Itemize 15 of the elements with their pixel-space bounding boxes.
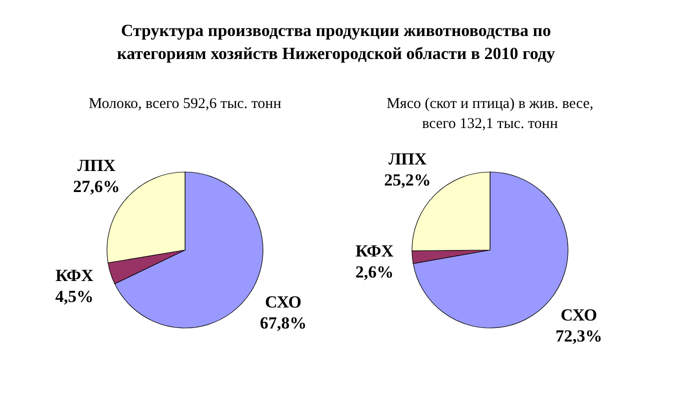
slice-label: КФХ [356,242,394,261]
slice-label: СХО [264,292,302,312]
data-label: 25,2% [384,170,431,190]
slice-label: ЛПХ [388,149,428,168]
data-label: 4,5% [55,287,94,306]
slice-label: КФХ [55,266,94,286]
data-label: 27,6% [73,177,120,196]
slice-label: ЛПХ [77,156,116,176]
slice-label: СХО [560,306,598,325]
chart-subtitle: Мясо (скот и птица) в жив. весе, всего 132,1 тыс. тонн [386,96,594,132]
data-label: 72,3% [555,326,602,346]
chart-title: Структура производства продукции животноводства по категориям хозяйств Нижегородской области в 2010 году [117,21,556,63]
data-label: 2,6% [355,262,394,282]
data-label: 67,8% [260,314,307,333]
chart-subtitle: Молоко, всего 592,6 тыс. тонн [88,96,282,112]
